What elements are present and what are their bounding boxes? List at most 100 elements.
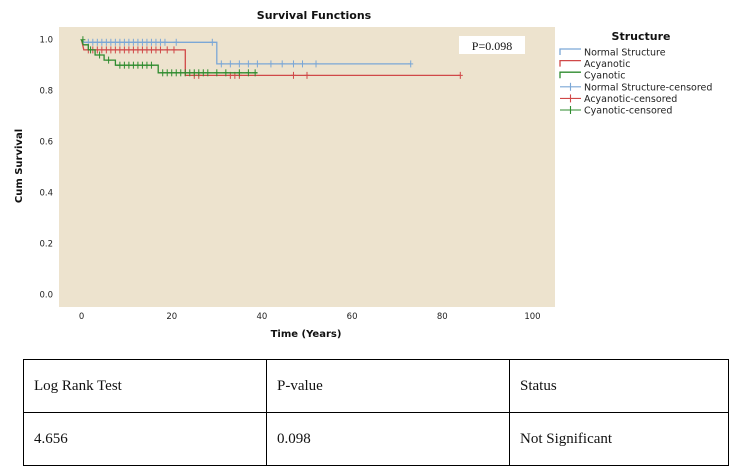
x-tick-label: 80 <box>437 312 448 322</box>
cyanotic-series <box>80 36 258 77</box>
normal-structure-censor-mark <box>268 60 274 68</box>
normal-structure-censor-mark <box>90 38 96 46</box>
acyanotic-censor-mark <box>157 46 163 54</box>
header-p-value: P-value <box>266 359 510 413</box>
normal-structure-censor-mark <box>130 38 136 46</box>
legend-swatch <box>559 71 581 79</box>
log-rank-table: Log Rank Test P-value Status 4.656 0.098… <box>23 359 729 466</box>
normal-structure-censor-mark <box>227 60 233 68</box>
cyanotic-censor-mark <box>144 61 150 69</box>
y-tick-label: 0.2 <box>39 239 53 249</box>
plot-area <box>59 27 555 307</box>
cell-p-value: 0.098 <box>266 412 510 466</box>
cyanotic-censor-mark <box>139 61 145 69</box>
acyanotic-censor-mark <box>153 46 159 54</box>
y-tick-label: 0.0 <box>39 290 53 300</box>
normal-structure-censor-mark <box>117 38 123 46</box>
cyanotic-censor-mark <box>130 61 136 69</box>
legend-label: Acyanotic <box>584 59 630 70</box>
acyanotic-curve <box>80 39 461 77</box>
legend-title: Structure <box>612 30 671 43</box>
normal-structure-censor-mark <box>408 60 414 68</box>
legend-label: Cyanotic-censored <box>584 106 672 117</box>
survival-chart: Survival Functions 0.0 0.2 0.4 0.6 0.8 1.0 0 2… <box>14 9 712 340</box>
acyanotic-censor-mark <box>171 46 177 54</box>
cell-status: Not Significant <box>509 412 729 466</box>
normal-structure-censor-mark <box>135 38 141 46</box>
legend-label: Normal Structure-censored <box>584 82 712 93</box>
cyanotic-censor-mark <box>126 61 132 69</box>
cyanotic-censor-mark <box>191 69 197 77</box>
cyanotic-censor-mark <box>245 69 251 77</box>
normal-structure-censor-mark <box>173 38 179 46</box>
acyanotic-censor-mark <box>126 46 132 54</box>
cyanotic-censor-mark <box>182 69 188 77</box>
y-axis: 0.0 0.2 0.4 0.6 0.8 1.0 <box>39 36 53 301</box>
x-tick-label: 60 <box>347 312 358 322</box>
cyanotic-censor-mark <box>187 69 193 77</box>
normal-structure-censor-mark <box>126 38 132 46</box>
normal-structure-series <box>81 38 414 68</box>
legend-item-cyanotic-censored: Cyanotic-censored <box>560 106 672 117</box>
normal-structure-censor-mark <box>299 60 305 68</box>
legend-item-normal-structure-censored: Normal Structure-censored <box>560 82 712 93</box>
acyanotic-censor-mark <box>135 46 141 54</box>
acyanotic-censor-mark <box>304 71 310 79</box>
normal-structure-censor-mark <box>236 60 242 68</box>
cyanotic-censor-mark <box>173 69 179 77</box>
normal-structure-censor-mark <box>290 60 296 68</box>
cyanotic-censor-mark <box>236 69 242 77</box>
legend-item-acyanotic-censored: Acyanotic-censored <box>560 94 677 105</box>
normal-structure-censor-mark <box>99 38 105 46</box>
acyanotic-censor-mark <box>164 46 170 54</box>
cyanotic-censor-mark <box>196 69 202 77</box>
legend-label: Normal Structure <box>584 48 666 59</box>
y-tick-label: 0.4 <box>39 188 53 198</box>
normal-structure-censor-mark <box>144 38 150 46</box>
x-tick-label: 100 <box>524 312 540 322</box>
legend-label: Acyanotic-censored <box>584 94 677 105</box>
cyanotic-censor-mark <box>121 61 127 69</box>
acyanotic-censor-mark <box>117 46 123 54</box>
x-tick-label: 40 <box>256 312 267 322</box>
normal-structure-censor-mark <box>103 38 109 46</box>
legend-item-cyanotic: Cyanotic <box>559 71 626 82</box>
cyanotic-censor-mark <box>80 36 86 44</box>
cell-log-rank: 4.656 <box>23 412 267 466</box>
acyanotic-censor-mark <box>103 46 109 54</box>
x-tick-label: 20 <box>166 312 177 322</box>
normal-structure-censor-mark <box>218 60 224 68</box>
header-status: Status <box>509 359 729 413</box>
cyanotic-censor-mark <box>117 61 123 69</box>
normal-structure-censor-mark <box>153 38 159 46</box>
acyanotic-censor-mark <box>130 46 136 54</box>
normal-structure-censor-mark <box>94 38 100 46</box>
cyanotic-censor-mark <box>252 69 258 77</box>
normal-structure-censor-mark <box>139 38 145 46</box>
cyanotic-censor-mark <box>97 51 103 59</box>
cyanotic-censor-mark <box>205 69 211 77</box>
cyanotic-censor-mark <box>214 69 220 77</box>
normal-structure-censor-mark <box>108 38 114 46</box>
p-value-box <box>459 36 525 54</box>
x-tick-label: 0 <box>79 312 84 322</box>
legend-label: Cyanotic <box>584 71 626 82</box>
cyanotic-censor-mark <box>164 69 170 77</box>
cyanotic-censor-mark <box>169 69 175 77</box>
legend-item-normal-structure: Normal Structure <box>559 48 666 59</box>
legend-swatch <box>559 59 581 67</box>
cyanotic-censor-mark <box>106 56 112 64</box>
acyanotic-censor-mark <box>290 71 296 79</box>
legend-swatch <box>559 48 581 55</box>
normal-structure-censor-mark <box>313 60 319 68</box>
y-tick-label: 0.8 <box>39 87 53 97</box>
table-row: 4.656 0.098 Not Significant <box>23 412 729 466</box>
acyanotic-censor-mark <box>148 46 154 54</box>
normal-structure-censor-mark <box>245 60 251 68</box>
cyanotic-censor-mark <box>223 69 229 77</box>
normal-structure-censor-mark <box>157 38 163 46</box>
cyanotic-censor-mark <box>200 69 206 77</box>
cyanotic-censor-mark <box>88 46 94 54</box>
cyanotic-censor-mark <box>135 61 141 69</box>
y-tick-label: 1.0 <box>39 36 53 46</box>
